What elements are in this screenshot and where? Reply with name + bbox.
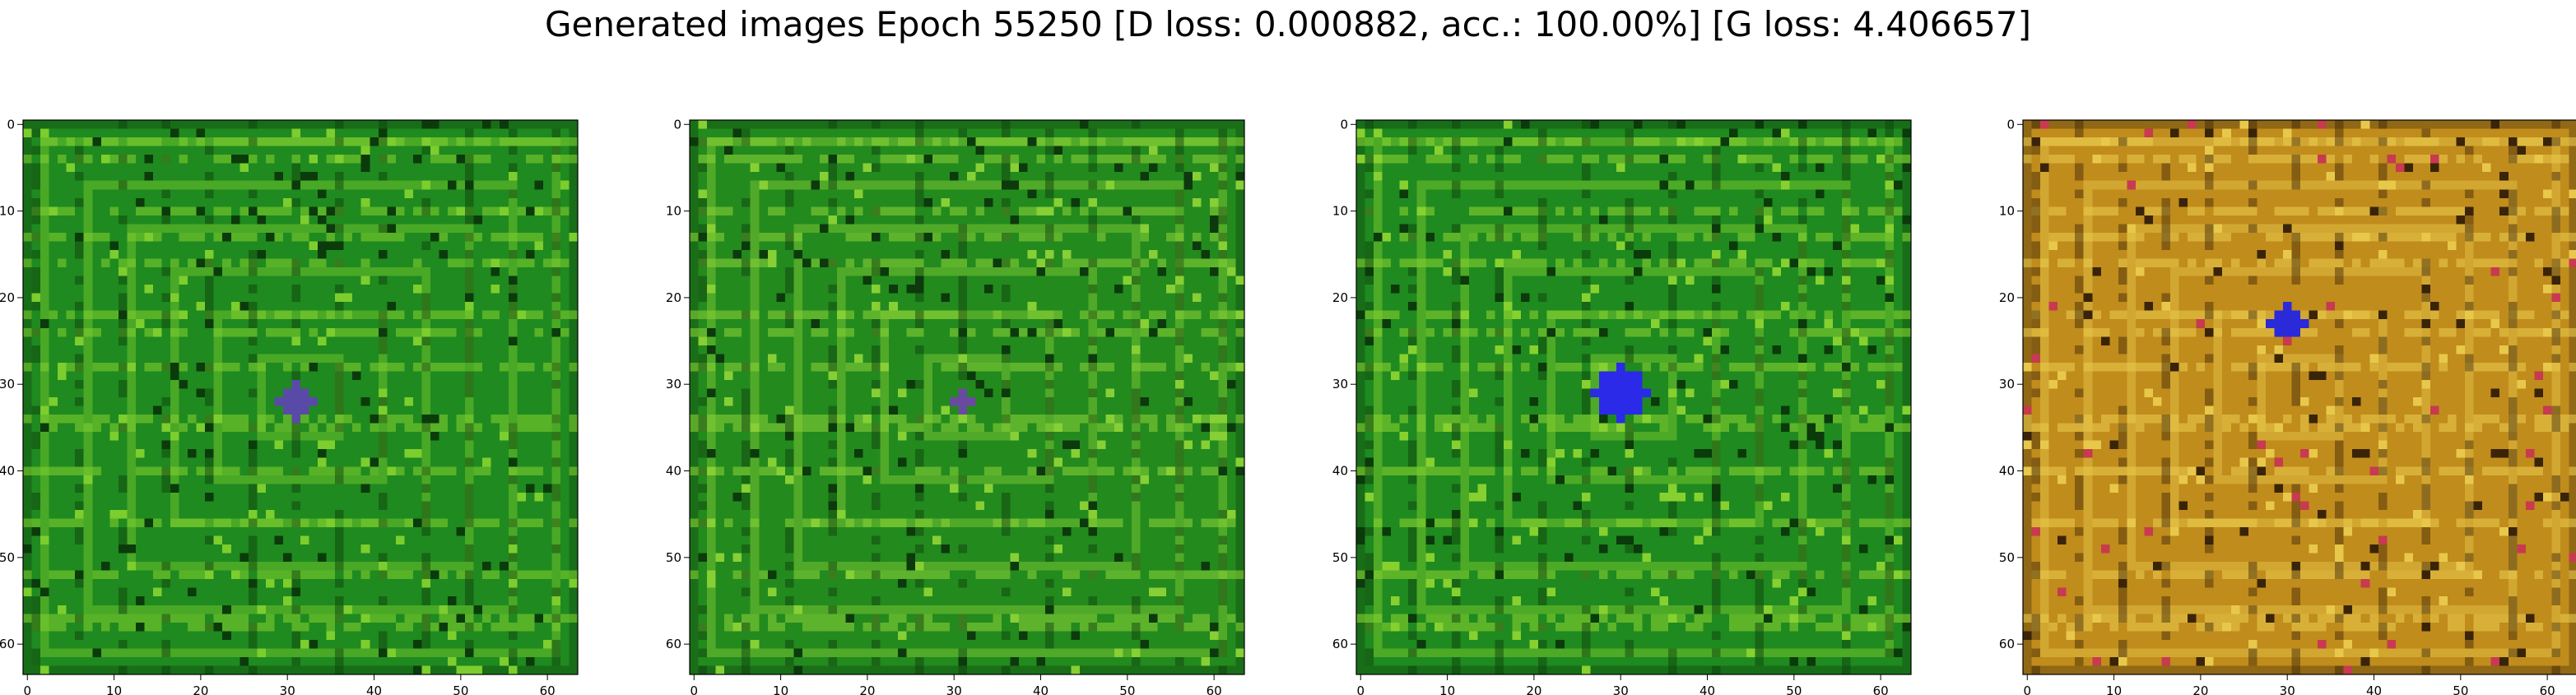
y-tick-label-4-0: 0 bbox=[2006, 117, 2015, 132]
x-tick-label-1-60: 60 bbox=[540, 683, 556, 695]
y-tick-label-3-60: 60 bbox=[1332, 637, 1348, 651]
x-tick-label-4-60: 60 bbox=[2540, 683, 2555, 695]
pixel-grid-3 bbox=[1356, 120, 1912, 675]
y-tick-label-3-10: 10 bbox=[1332, 204, 1348, 219]
y-tick-label-3-30: 30 bbox=[1332, 377, 1348, 392]
x-tick-label-1-30: 30 bbox=[280, 683, 295, 695]
x-tick-label-3-20: 20 bbox=[1526, 683, 1541, 695]
x-tick-label-1-10: 10 bbox=[106, 683, 122, 695]
y-tick-label-1-10: 10 bbox=[0, 204, 15, 219]
y-tick-label-1-40: 40 bbox=[0, 464, 15, 479]
x-tick-label-2-0: 0 bbox=[690, 683, 698, 695]
x-tick-label-2-20: 20 bbox=[859, 683, 875, 695]
x-tick-label-3-30: 30 bbox=[1613, 683, 1629, 695]
axes-frame-4 bbox=[2022, 119, 2576, 675]
y-tick-label-2-20: 20 bbox=[666, 290, 681, 305]
x-tick-label-3-0: 0 bbox=[1356, 683, 1365, 695]
image-panel-1: 0 10 20 30 40 50 60 0 10 20 30 40 50 60 bbox=[0, 117, 579, 695]
figure-title: Generated images Epoch 55250 [D loss: 0.… bbox=[544, 4, 2032, 44]
y-tick-label-1-0: 0 bbox=[7, 117, 15, 132]
image-panel-2: 0 10 20 30 40 50 60 0 10 20 30 40 50 60 bbox=[666, 117, 1245, 695]
y-tick-label-3-40: 40 bbox=[1332, 464, 1348, 479]
y-tick-label-1-50: 50 bbox=[0, 550, 15, 565]
x-tick-label-1-20: 20 bbox=[193, 683, 208, 695]
y-tick-label-2-60: 60 bbox=[666, 637, 681, 651]
x-tick-label-1-0: 0 bbox=[23, 683, 31, 695]
pixel-grid-4 bbox=[2023, 120, 2576, 675]
y-tick-label-1-30: 30 bbox=[0, 377, 15, 392]
x-tick-label-2-50: 50 bbox=[1119, 683, 1135, 695]
y-tick-label-4-30: 30 bbox=[1999, 377, 2015, 392]
y-tick-label-1-20: 20 bbox=[0, 290, 15, 305]
axes-frame-1 bbox=[22, 119, 579, 675]
y-tick-label-2-50: 50 bbox=[666, 550, 681, 565]
x-tick-label-4-20: 20 bbox=[2192, 683, 2208, 695]
x-tick-label-2-40: 40 bbox=[1033, 683, 1049, 695]
y-tick-label-4-10: 10 bbox=[1999, 204, 2015, 219]
y-tick-label-2-40: 40 bbox=[666, 464, 681, 479]
x-tick-label-3-60: 60 bbox=[1873, 683, 1889, 695]
x-tick-label-4-10: 10 bbox=[2106, 683, 2122, 695]
y-tick-label-2-0: 0 bbox=[673, 117, 681, 132]
x-tick-label-2-60: 60 bbox=[1207, 683, 1222, 695]
y-tick-label-2-30: 30 bbox=[666, 377, 681, 392]
x-tick-label-2-30: 30 bbox=[946, 683, 962, 695]
x-tick-label-3-40: 40 bbox=[1700, 683, 1715, 695]
x-tick-label-4-30: 30 bbox=[2280, 683, 2295, 695]
image-panel-3: 0 10 20 30 40 50 60 0 10 20 30 40 50 60 bbox=[1332, 117, 1912, 695]
y-tick-label-3-50: 50 bbox=[1332, 550, 1348, 565]
x-tick-label-3-10: 10 bbox=[1439, 683, 1455, 695]
x-tick-label-4-40: 40 bbox=[2366, 683, 2382, 695]
y-tick-label-3-0: 0 bbox=[1340, 117, 1348, 132]
y-tick-label-3-20: 20 bbox=[1332, 290, 1348, 305]
x-tick-label-4-0: 0 bbox=[2023, 683, 2031, 695]
y-tick-label-4-50: 50 bbox=[1999, 550, 2015, 565]
y-tick-label-4-40: 40 bbox=[1999, 464, 2015, 479]
x-tick-label-3-50: 50 bbox=[1786, 683, 1802, 695]
y-tick-label-4-20: 20 bbox=[1999, 290, 2015, 305]
pixel-grid-2 bbox=[690, 120, 1245, 675]
x-tick-label-1-40: 40 bbox=[366, 683, 382, 695]
image-panel-4: 0 10 20 30 40 50 60 0 10 20 30 40 50 60 bbox=[1999, 117, 2576, 695]
x-tick-label-2-10: 10 bbox=[773, 683, 788, 695]
axes-frame-2 bbox=[689, 119, 1245, 675]
y-tick-label-2-10: 10 bbox=[666, 204, 681, 219]
x-tick-label-4-50: 50 bbox=[2453, 683, 2468, 695]
y-tick-label-1-60: 60 bbox=[0, 637, 15, 651]
x-tick-label-1-50: 50 bbox=[453, 683, 468, 695]
y-tick-label-4-60: 60 bbox=[1999, 637, 2015, 651]
axes-frame-3 bbox=[1355, 119, 1912, 675]
pixel-grid-1 bbox=[23, 120, 579, 675]
